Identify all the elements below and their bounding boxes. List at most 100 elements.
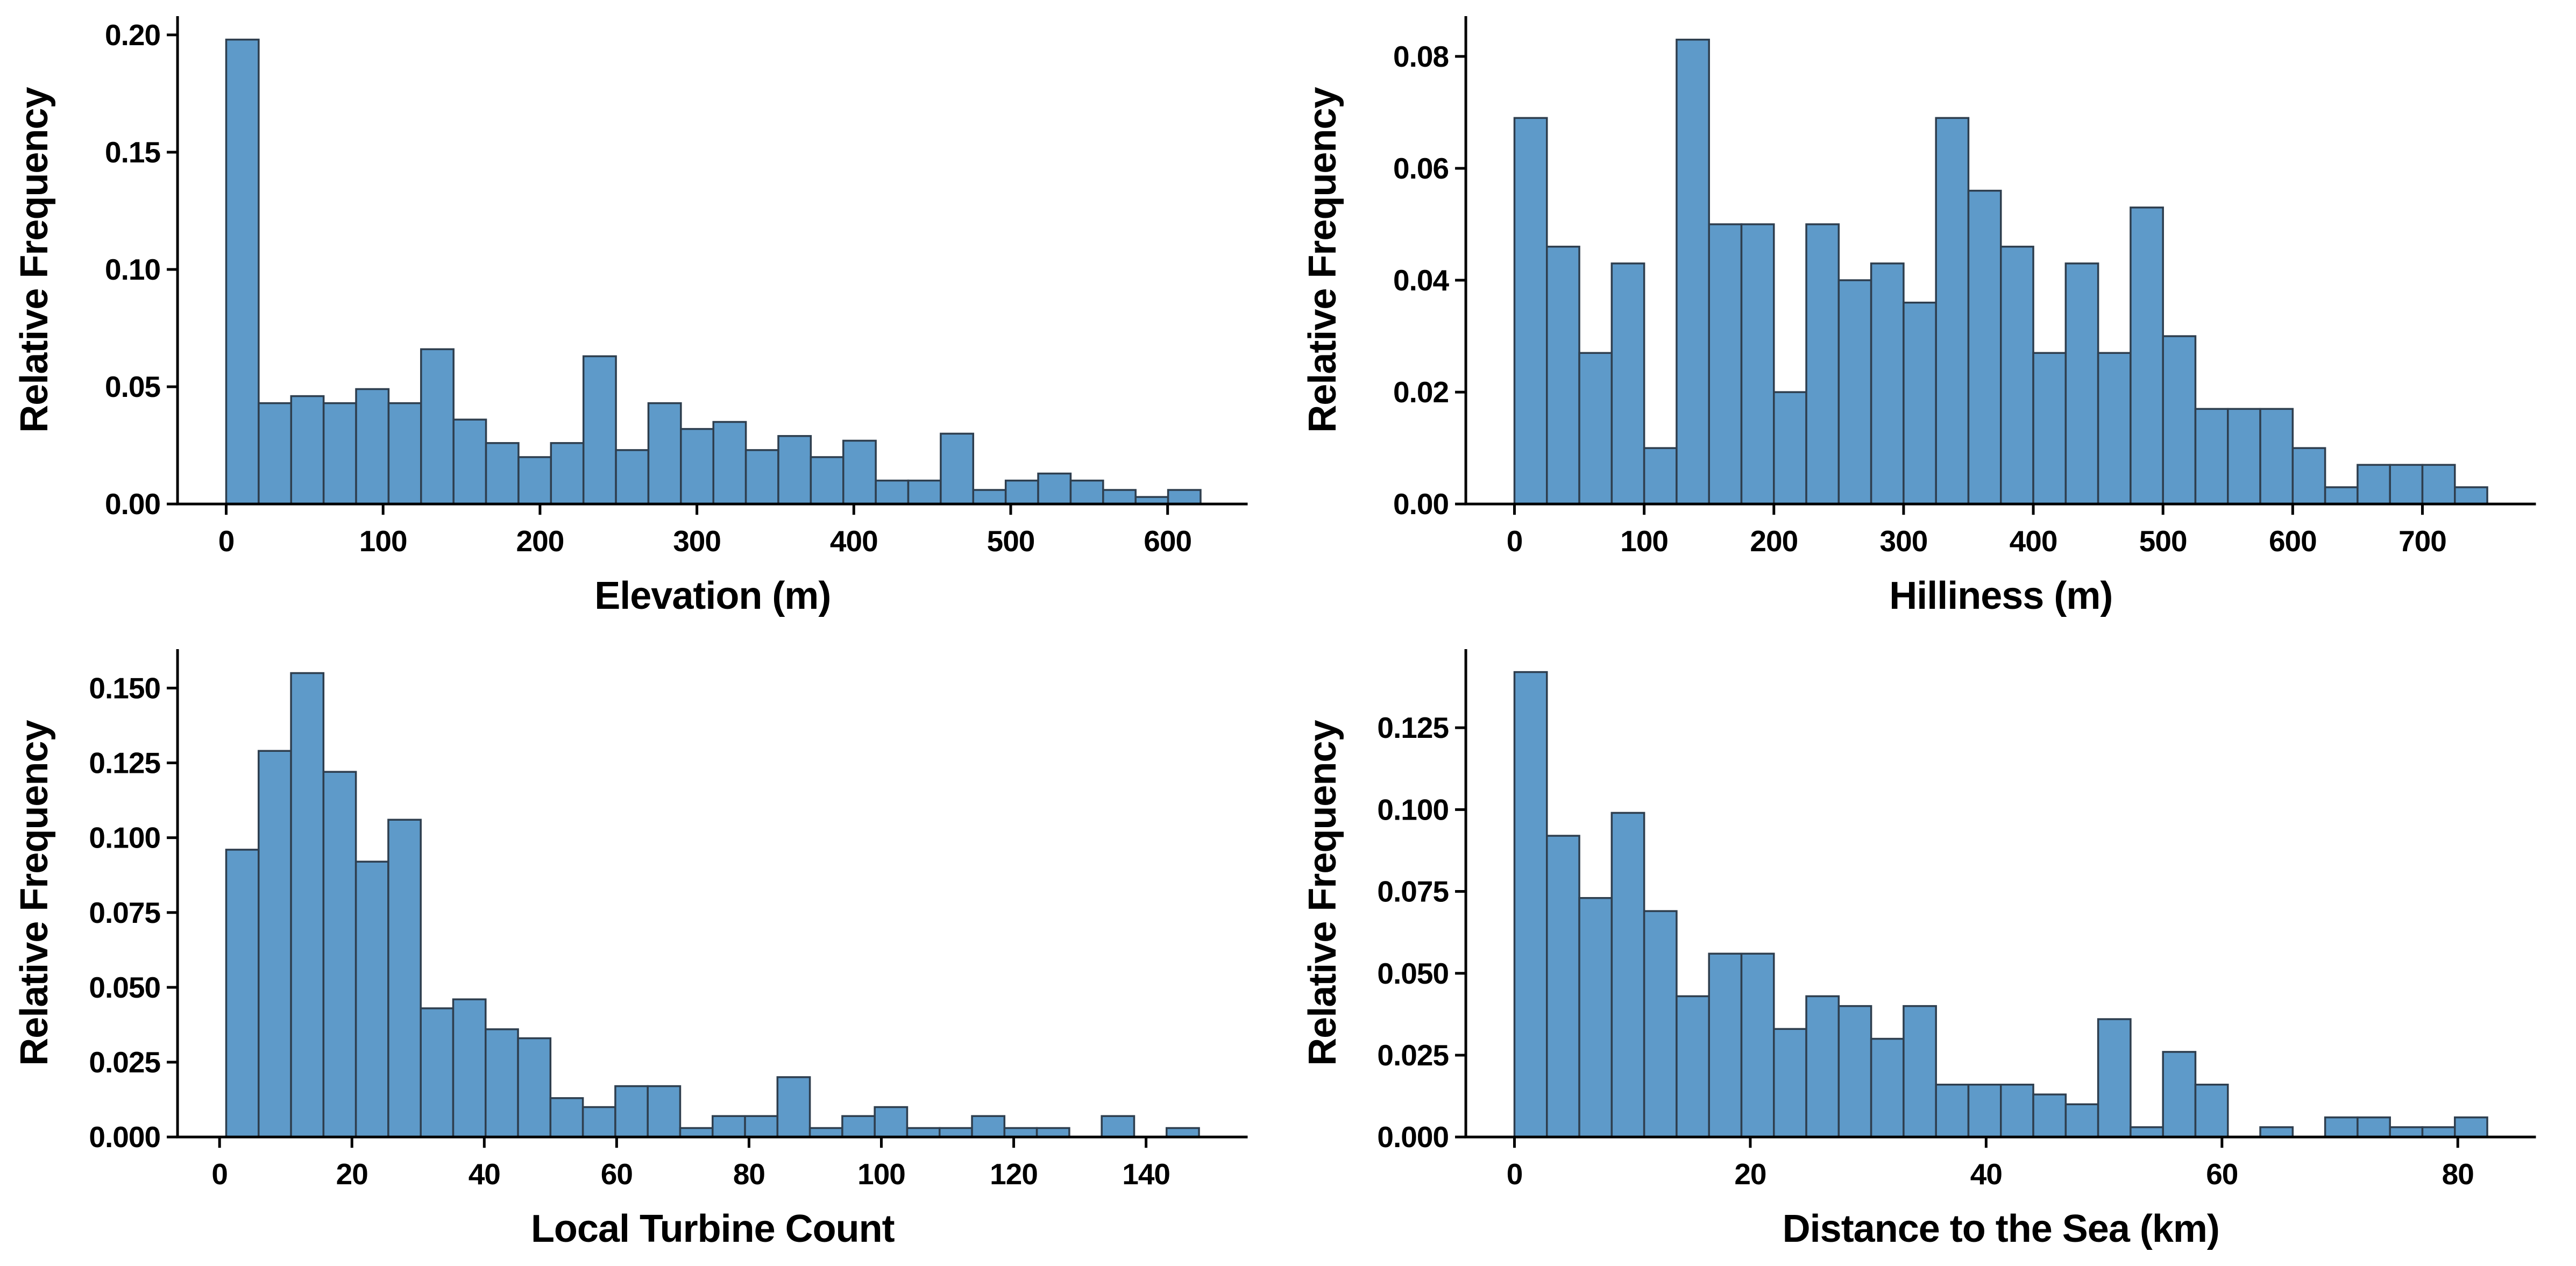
y-axis-ticks: 0.00 0.02 0.04 0.06 0.08 <box>1393 40 1466 521</box>
histogram-bar <box>2453 1116 2488 1139</box>
bars-group <box>1513 38 2488 505</box>
histogram-bar <box>2161 335 2196 505</box>
histogram-bar <box>808 1127 843 1139</box>
histogram-bar <box>2356 464 2391 505</box>
distance-to-sea-histogram: 0 20 40 60 80 0.000 0.025 0.050 0.075 0.100 0.125 D… <box>1301 649 2536 1250</box>
x-tick-label: 80 <box>2442 1157 2473 1191</box>
x-tick-label: 0 <box>218 524 235 558</box>
y-tick-label: 0.20 <box>105 18 160 52</box>
histogram-bar <box>2291 447 2326 505</box>
x-axis-ticks: 0 20 40 60 80 100 120 140 <box>211 1137 1170 1191</box>
local-turbine-count-histogram: 0 20 40 60 80 100 120 1400.0000.0250.0500.0750.… <box>13 649 1248 1250</box>
histogram-bar <box>1967 1084 2002 1139</box>
histogram-bar <box>1003 1127 1038 1139</box>
histogram-bar <box>258 402 293 505</box>
x-tick-label: 300 <box>673 524 721 558</box>
x-tick-label: 600 <box>2268 524 2316 558</box>
histogram-bar <box>1740 223 1775 505</box>
histogram-bar <box>810 456 845 505</box>
histogram-bar <box>680 428 714 505</box>
histogram-bar <box>1675 995 1710 1139</box>
y-tick-label: 0.125 <box>89 746 160 780</box>
histogram-bar <box>842 439 877 505</box>
histogram-bar <box>1167 489 1202 505</box>
histogram-bar <box>1870 1038 1905 1139</box>
histogram-bar <box>581 1106 616 1139</box>
elevation-histogram: 0 100 200 300 400 500 600 0.00 0.05 0.10 0.15 0.20 E… <box>13 16 1248 617</box>
x-tick-label: 60 <box>601 1157 633 1191</box>
histogram-bar <box>322 771 357 1139</box>
x-tick-label: 20 <box>336 1157 368 1191</box>
y-tick-label: 0.050 <box>89 971 160 1004</box>
histogram-bar <box>614 1085 649 1139</box>
histogram-bar <box>322 402 357 505</box>
y-tick-label: 0.08 <box>1393 40 1449 73</box>
histogram-bar <box>679 1127 714 1139</box>
histogram-bar <box>1740 952 1775 1139</box>
histogram-bar <box>420 348 455 505</box>
y-tick-label: 0.100 <box>1377 793 1449 827</box>
y-axis-label: Relative Frequency <box>1301 720 1344 1066</box>
histogram-bar <box>1513 117 1548 505</box>
x-tick-label: 0 <box>1506 1157 1522 1191</box>
histogram-bar <box>2388 1126 2423 1139</box>
bars-group <box>225 38 1202 505</box>
x-tick-label: 400 <box>2009 524 2057 558</box>
histogram-bar <box>2421 1126 2456 1139</box>
histogram-bar <box>2064 262 2099 505</box>
histogram-bar <box>1578 352 1613 505</box>
hilliness-histogram: 0 100 200 300 400 500 600 7000.000.020.040.060.… <box>1301 16 2536 617</box>
y-tick-label: 0.10 <box>105 253 160 286</box>
y-tick-label: 0.000 <box>1377 1120 1449 1154</box>
histogram-bar <box>549 1097 584 1139</box>
histogram-bar <box>2324 1116 2359 1139</box>
histogram-bar <box>1643 910 1678 1139</box>
histogram-bar <box>290 395 325 505</box>
x-tick-label: 120 <box>990 1157 1038 1191</box>
x-axis-label: Distance to the Sea (km) <box>1782 1207 2219 1250</box>
x-axis-label: Local Turbine Count <box>531 1207 895 1250</box>
histogram-bar <box>1102 489 1137 505</box>
histogram-bar <box>1545 245 1580 505</box>
histogram-bar <box>1772 1028 1807 1139</box>
histogram-bar <box>972 489 1007 505</box>
histogram-bar <box>1999 1084 2034 1139</box>
histogram-bar <box>2032 1093 2067 1139</box>
x-tick-label: 600 <box>1144 524 1191 558</box>
histogram-bar <box>1166 1127 1200 1139</box>
x-tick-label: 80 <box>733 1157 765 1191</box>
histogram-bar <box>2032 352 2067 505</box>
x-axis-ticks: 0 20 40 60 80 <box>1506 1137 2474 1191</box>
histogram-bar <box>1902 301 1937 505</box>
histogram-bar <box>1545 835 1580 1139</box>
histogram-bar <box>1805 995 1840 1139</box>
y-axis-ticks: 0.000 0.025 0.050 0.075 0.100 0.125 <box>1377 711 1466 1154</box>
histogram-bar <box>452 998 487 1139</box>
x-tick-label: 100 <box>1620 524 1668 558</box>
histogram-bar <box>517 1037 552 1139</box>
x-tick-label: 500 <box>987 524 1035 558</box>
histogram-bar <box>2226 408 2261 505</box>
histogram-bar <box>1967 189 2002 505</box>
histogram-bar <box>874 1106 909 1139</box>
histogram-bar <box>225 38 260 505</box>
histogram-bar <box>1004 479 1039 505</box>
histogram-bar <box>647 402 682 505</box>
histogram-bar <box>712 421 747 505</box>
histogram-bar <box>1934 1084 1969 1139</box>
histogram-bar <box>841 1115 876 1139</box>
histogram-bar <box>485 1028 519 1139</box>
histogram-bar <box>2097 352 2132 505</box>
x-tick-label: 200 <box>1750 524 1798 558</box>
histogram-bar <box>1837 1005 1872 1139</box>
histogram-bar <box>2324 486 2359 505</box>
y-tick-label: 0.05 <box>105 370 160 403</box>
y-axis-ticks: 0.000 0.025 0.050 0.075 0.100 0.125 0.150 <box>89 672 178 1154</box>
y-axis-label: Relative Frequency <box>13 720 56 1066</box>
histogram-bar <box>940 432 975 505</box>
x-tick-label: 140 <box>1122 1157 1170 1191</box>
x-tick-label: 400 <box>830 524 878 558</box>
histogram-bar <box>550 442 585 505</box>
histogram-bar <box>1837 279 1872 505</box>
histogram-bar <box>2064 1103 2099 1139</box>
